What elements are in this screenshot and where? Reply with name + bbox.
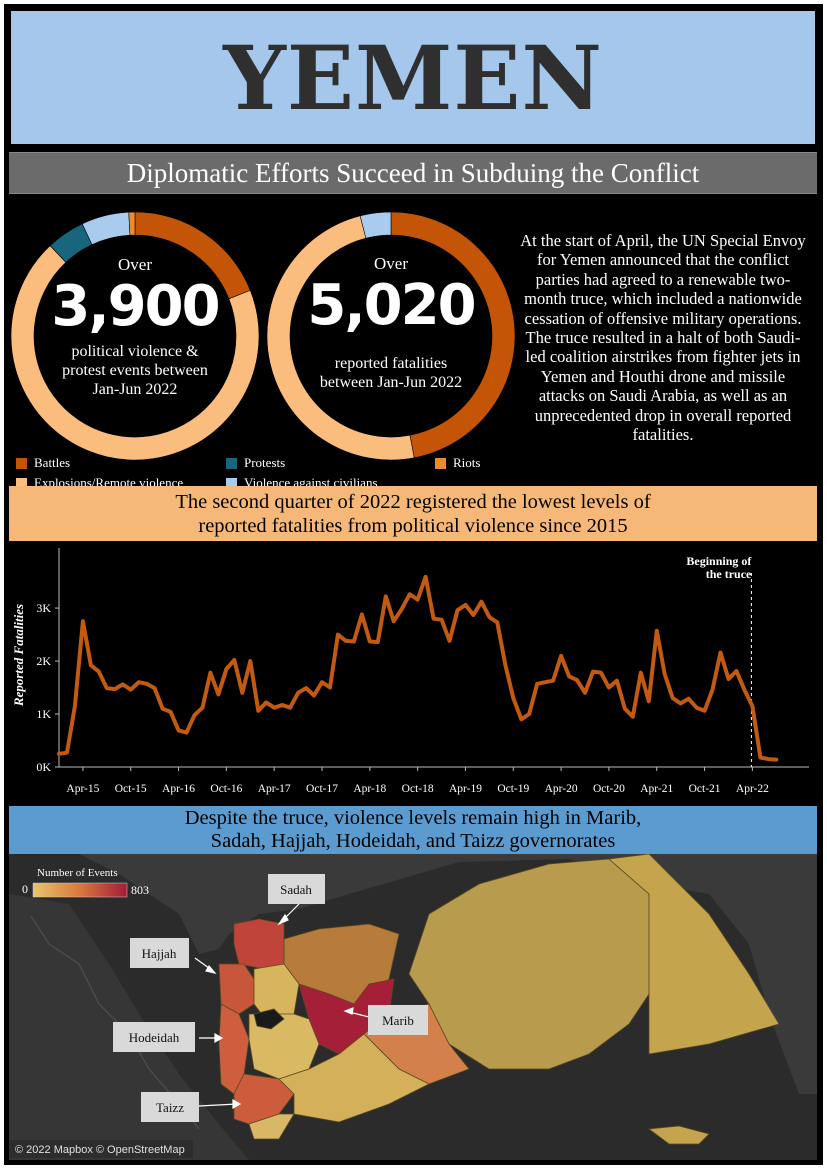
truce-annotation-line1: Beginning of [686,554,752,568]
fatalities-prefix: Over [374,254,408,273]
donut-slice-battles [390,211,516,459]
x-tick-label: Apr-20 [545,783,578,795]
legend-label-battles: Battles [34,455,71,470]
y-tick-label: 0K [36,760,51,774]
legend-swatch-battles [16,457,27,469]
subtitle-band: Diplomatic Efforts Succeed in Subduing t… [9,152,817,194]
label-hajjah: Hajjah [142,946,177,961]
y-tick-label: 2K [36,654,51,668]
fatalities-line-chart: Reported Fatalities 0K 1K 2K 3K Apr-15 Oct-1… [11,548,809,795]
x-tick-label: Oct-20 [593,783,625,795]
legend-item-battles: Battles [16,455,70,471]
label-marib: Marib [382,1013,414,1028]
label-taizz: Taizz [156,1100,184,1115]
legend-item-protests: Protests [226,455,285,471]
legend-item-riots: Riots [435,455,480,471]
donut-slice-riots [128,211,136,236]
fatalities-series-line [57,574,779,762]
saudi-arabia-landmass [9,854,817,1094]
x-tick-label: Oct-17 [306,783,338,795]
legend-swatch-protests [226,457,237,469]
donut-slice-explosions-remote-violence [266,215,415,461]
label-sadah: Sadah [280,882,312,897]
x-tick-label: Oct-15 [115,783,147,795]
x-tick-label: Apr-22 [736,783,769,795]
y-axis-label: Reported Fatalities [11,604,26,707]
truce-description: At the start of April, the UN Special En… [520,231,806,445]
x-tick-label: Apr-21 [640,783,673,795]
map-legend-min: 0 [22,882,28,896]
fatalities-caption-2: between Jan-Jun 2022 [319,374,463,391]
events-caption-3: Jan-Jun 2022 [92,381,178,398]
hadramawt-governorate[interactable] [408,858,650,1070]
title-banner: YEMEN [9,9,817,146]
al-mahrah-governorate[interactable] [608,854,780,1055]
map-legend-max: 803 [131,883,149,897]
subtitle: Diplomatic Efforts Succeed in Subduing t… [126,157,700,188]
fatalities-donut-chart [266,211,516,461]
map-legend-title: Number of Events [37,867,118,879]
page-title: YEMEN [223,25,603,130]
x-tick-label: Oct-18 [402,783,434,795]
label-box-hajjah [130,938,189,968]
line-chart-heading-1: The second quarter of 2022 registered th… [175,490,651,513]
attribution-box [9,1140,193,1158]
events-donut-text: Over 3,900 political violence & protest … [35,255,235,399]
label-box-taizz [141,1092,199,1122]
y-tick-label: 3K [36,601,51,615]
sadah-governorate[interactable] [233,918,285,970]
y-tick-label: 1K [36,707,51,721]
legend-swatch-explosions [16,477,27,489]
label-box-sadah [268,874,325,904]
map-callout-arrows [194,903,378,1110]
legend-label-protests: Protests [244,455,286,470]
x-tick-label: Oct-19 [497,783,529,795]
fatalities-donut-text: Over 5,020 reported fatalities between J… [291,254,491,392]
map-attribution[interactable]: © 2022 Mapbox © OpenStreetMap [15,1144,185,1156]
events-prefix: Over [118,255,152,274]
label-hodeidah: Hodeidah [129,1030,180,1045]
map-legend-gradient [32,882,128,898]
line-chart-heading-band: The second quarter of 2022 registered th… [9,486,817,541]
label-box-hodeidah [113,1022,195,1052]
x-tick-label: Apr-16 [162,783,195,795]
events-value: 3,900 [51,274,220,339]
donut-slice-explosions-remote-violence [10,245,260,461]
x-tick-label: Apr-18 [353,783,386,795]
socotra-island[interactable] [647,1125,710,1145]
x-tick-label: Apr-15 [66,783,99,795]
truce-annotation-line2: the truce [706,567,752,581]
events-caption-2: protest events between [62,362,208,379]
x-tick-label: Oct-16 [210,783,242,795]
label-box-marib [368,1005,428,1035]
lahj-aden-governorates[interactable] [248,1113,295,1140]
x-tick-label: Oct-21 [689,783,721,795]
map-heading-1: Despite the truce, violence levels remai… [184,807,642,829]
x-tick-label: Apr-17 [258,783,291,795]
legend-swatch-riots [435,457,446,469]
events-caption-1: political violence & [71,343,199,360]
southern-governorates[interactable] [278,1033,430,1123]
legend-label-riots: Riots [453,455,481,470]
events-donut-chart [10,211,260,461]
sanaa-city [253,1008,285,1030]
donut-slice-violence-against-civilians [359,211,392,239]
yemen-governorate-map[interactable]: Number of Events 0 803 Sadah Hajjah Hode… [9,854,817,1160]
line-chart-heading-2: reported fatalities from political viole… [198,514,628,537]
x-tick-label: Apr-19 [449,783,482,795]
map-heading-band: Despite the truce, violence levels remai… [9,806,817,854]
legend-swatch-vac [226,477,237,489]
map-heading-2: Sadah, Hajjah, Hodeidah, and Taizz gover… [210,830,616,852]
fatalities-caption-1: reported fatalities [334,355,448,372]
fatalities-value: 5,020 [307,273,476,338]
taizz-governorate[interactable] [233,1073,295,1125]
